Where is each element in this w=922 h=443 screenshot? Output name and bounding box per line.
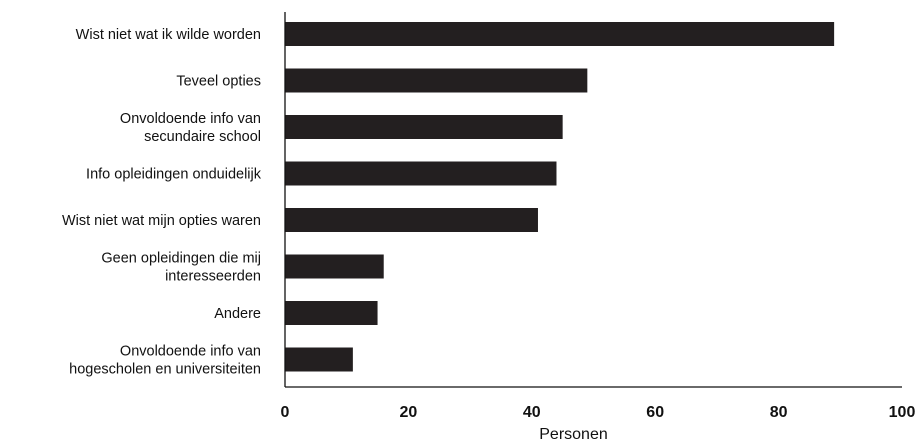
category-label-2-line-1: secundaire school [144,129,261,145]
category-label-5-line-0: Geen opleidingen die mij [101,251,261,267]
x-tick-labels-group: 0 20 40 60 80 100 [281,404,916,421]
category-label-3-line-0: Info opleidingen onduidelijk [86,167,262,183]
x-tick-label-0: 0 [281,404,290,421]
category-labels-group: Wist niet wat ik wilde worden Teveel opti… [62,27,262,378]
x-tick-label-3: 60 [646,404,664,421]
category-label-0: Wist niet wat ik wilde worden [76,27,261,43]
bar-2 [285,115,563,139]
bar-5 [285,254,384,279]
category-label-7-line-0: Onvoldoende info van [120,344,261,360]
category-label-2-line-0: Onvoldoende info van [120,111,261,127]
bars-group [285,22,835,372]
bar-4 [285,208,538,232]
category-label-6-line-0: Andere [214,306,261,322]
category-label-7: Onvoldoende info van hogescholen en unive… [69,344,261,378]
category-label-0-line-0: Wist niet wat ik wilde worden [76,27,261,43]
category-label-3: Info opleidingen onduidelijk [86,167,262,183]
x-tick-label-2: 40 [523,404,541,421]
category-label-1-line-0: Teveel opties [176,74,261,90]
category-label-1: Teveel opties [176,74,261,90]
category-label-6: Andere [214,306,261,322]
bar-3 [285,161,557,186]
category-label-2: Onvoldoende info van secundaire school [120,111,261,145]
bar-1 [285,68,588,93]
bar-6 [285,301,378,325]
x-axis-title: Personen [539,426,608,443]
category-label-4: Wist niet wat mijn opties waren [62,213,261,229]
category-label-5: Geen opleidingen die mij interesseerden [101,251,261,285]
x-tick-label-1: 20 [400,404,418,421]
bar-0 [285,22,835,46]
category-label-5-line-1: interesseerden [165,269,261,285]
bar-7 [285,347,353,372]
x-tick-label-4: 80 [770,404,788,421]
category-label-7-line-1: hogescholen en universiteiten [69,362,261,378]
x-tick-label-5: 100 [889,404,916,421]
category-label-4-line-0: Wist niet wat mijn opties waren [62,213,261,229]
